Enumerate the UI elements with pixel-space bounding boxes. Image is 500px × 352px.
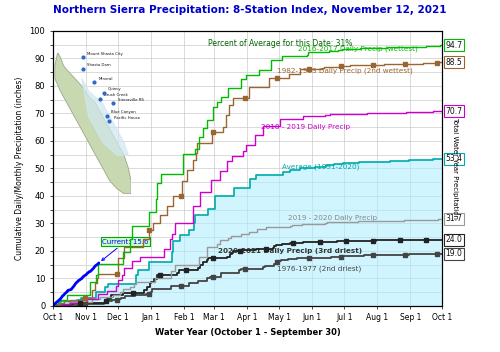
Text: Brush Creek: Brush Creek <box>100 93 128 99</box>
X-axis label: Water Year (October 1 - September 30): Water Year (October 1 - September 30) <box>155 328 340 337</box>
Text: Shasta Dam: Shasta Dam <box>83 63 111 69</box>
Text: Blue Canyon: Blue Canyon <box>107 110 136 116</box>
Text: 88.5: 88.5 <box>446 58 462 67</box>
Text: 2019 - 2020 Daily Precip: 2019 - 2020 Daily Precip <box>288 215 377 221</box>
Text: Mineral: Mineral <box>94 77 113 82</box>
Y-axis label: Total Water Year Precipitation: Total Water Year Precipitation <box>452 117 458 219</box>
Text: 2016-2017 Daily Precip (wettest): 2016-2017 Daily Precip (wettest) <box>298 46 418 52</box>
Text: 2018 - 2019 Daily Precip: 2018 - 2019 Daily Precip <box>261 124 350 130</box>
Text: 24.0: 24.0 <box>446 235 462 244</box>
Text: 1982-1983 Daily Precip (2nd wettest): 1982-1983 Daily Precip (2nd wettest) <box>277 68 412 74</box>
Text: 2020-2021 Daily Precip (3rd driest): 2020-2021 Daily Precip (3rd driest) <box>218 248 362 254</box>
Text: Mount Shasta City: Mount Shasta City <box>83 52 123 57</box>
Polygon shape <box>82 78 128 155</box>
Text: 31.7: 31.7 <box>446 214 462 223</box>
Y-axis label: Cumulative Daily/Monthly Precipitation (inches): Cumulative Daily/Monthly Precipitation (… <box>15 77 24 260</box>
Text: Current: 15.6: Current: 15.6 <box>102 239 148 260</box>
Text: 19.0: 19.0 <box>446 249 462 258</box>
Polygon shape <box>55 53 131 194</box>
Text: 1976-1977 (2nd driest): 1976-1977 (2nd driest) <box>277 265 361 272</box>
Text: Sierraville RS: Sierraville RS <box>114 98 144 103</box>
Text: 94.7: 94.7 <box>446 41 462 50</box>
Text: Percent of Average for this Date: 31%: Percent of Average for this Date: 31% <box>208 39 352 48</box>
Text: 53.4: 53.4 <box>446 155 462 163</box>
Text: Pacific House: Pacific House <box>110 115 140 121</box>
Text: 70.7: 70.7 <box>446 107 462 116</box>
Text: Average (1991-2020): Average (1991-2020) <box>282 163 360 170</box>
Text: Northern Sierra Precipitation: 8-Station Index, November 12, 2021: Northern Sierra Precipitation: 8-Station… <box>53 5 447 15</box>
Text: Quincy: Quincy <box>104 87 122 93</box>
